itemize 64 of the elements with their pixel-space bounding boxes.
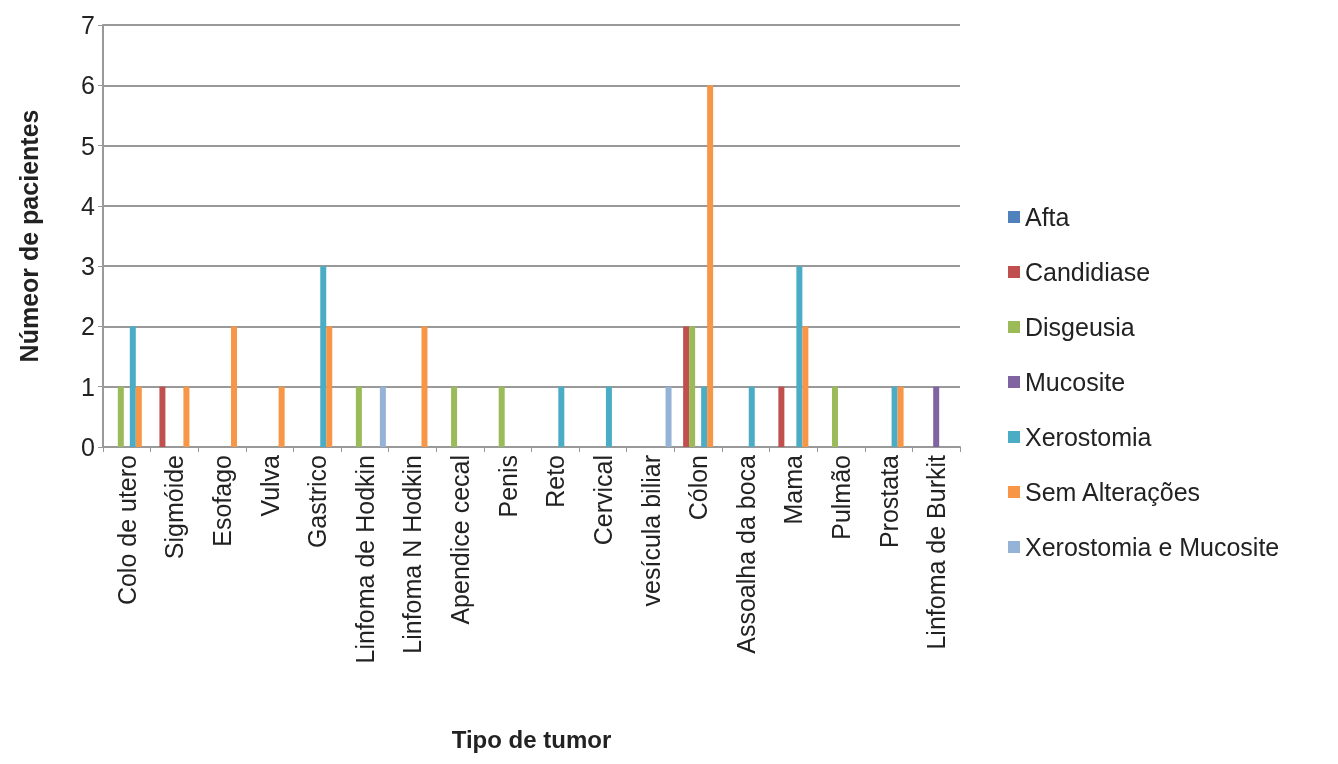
y-tick-label: 2 [81, 312, 95, 341]
x-tick-label: Mama [779, 454, 808, 525]
x-tick-label: Linfoma N Hodkin [398, 455, 427, 654]
x-tick-label: Gastrico [303, 455, 332, 549]
bar [683, 326, 690, 447]
bar [129, 326, 136, 447]
x-tick-label: Assoalha da boca [731, 454, 760, 654]
y-tick-label: 0 [81, 433, 95, 461]
x-tick-label: Penis [493, 455, 522, 518]
x-tick-label: Linfoma de Burkit [922, 454, 951, 650]
bar [231, 326, 238, 447]
x-tick-label: Vulva [255, 454, 284, 517]
y-axis-title: Númeor de pacientes [14, 109, 43, 363]
bar [159, 386, 166, 447]
bar [665, 386, 672, 447]
legend-label: Disgeusia [1025, 313, 1135, 341]
bar [135, 386, 142, 447]
bar [278, 386, 285, 447]
bar [891, 386, 898, 447]
x-tick-label: Cólon [684, 455, 713, 521]
y-tick-label: 5 [81, 131, 95, 160]
bar [802, 326, 809, 447]
bar [421, 326, 428, 447]
legend-label: Xerostomia [1025, 423, 1152, 451]
x-tick-label: Apendice cecal [446, 455, 475, 625]
y-tick-label: 4 [81, 191, 96, 220]
bar [558, 386, 565, 447]
x-axis-title: Tipo de tumor [451, 725, 612, 753]
x-tick-label: Reto [541, 455, 570, 508]
bar [689, 326, 696, 447]
legend-label: Mucosite [1025, 368, 1126, 396]
x-tick-label: Pulmão [826, 455, 855, 540]
bar [831, 386, 838, 447]
bar [748, 386, 755, 447]
x-tick-label: Colo de utero [112, 455, 141, 606]
bar [605, 386, 612, 447]
bar [117, 386, 124, 447]
x-tick-label: vesícula biliar [636, 455, 665, 607]
y-tick-label: 6 [81, 71, 95, 100]
x-tick-label: Sigmóide [160, 455, 189, 560]
bar [707, 85, 714, 447]
y-tick-label: 3 [81, 252, 95, 281]
x-tick-label: Prostata [874, 454, 903, 549]
bar [897, 386, 904, 447]
bar [355, 386, 362, 447]
x-tick-label: Cervical [588, 455, 617, 546]
bar [933, 386, 940, 447]
bar [320, 266, 327, 447]
bar [326, 326, 333, 447]
bar [796, 266, 803, 447]
bar [451, 386, 458, 447]
legend-label: Afta [1025, 203, 1070, 231]
bar [379, 386, 386, 447]
legend-label: Sem Alterações [1025, 478, 1201, 506]
x-tick-label: Esofago [208, 455, 237, 547]
legend-label: Candidiase [1025, 258, 1151, 286]
x-tick-label: Linfoma de Hodkin [350, 455, 379, 664]
y-tick-label: 7 [81, 11, 95, 39]
bar [701, 386, 708, 447]
bar [183, 386, 190, 447]
y-tick-label: 1 [81, 372, 95, 401]
bar [498, 386, 505, 447]
legend-label: Xerostomia e Mucosite [1025, 533, 1280, 561]
bar [778, 386, 785, 447]
